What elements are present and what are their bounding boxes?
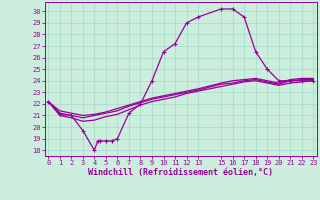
X-axis label: Windchill (Refroidissement éolien,°C): Windchill (Refroidissement éolien,°C) bbox=[88, 168, 273, 177]
